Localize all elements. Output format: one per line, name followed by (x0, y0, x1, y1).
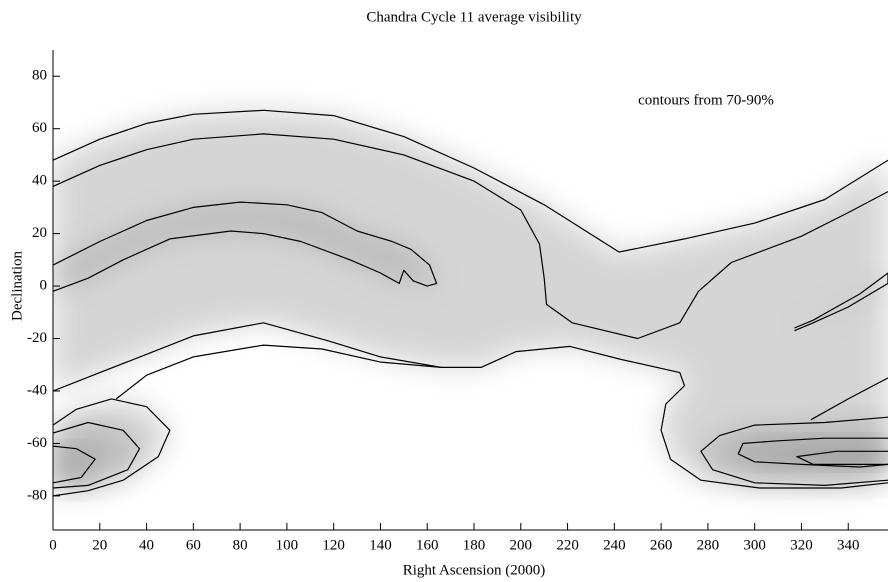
x-tick-label: 20 (92, 537, 107, 553)
contour-line (810, 377, 888, 421)
x-tick-label: 0 (49, 537, 57, 553)
contour-line (737, 437, 888, 468)
x-tick-label: 40 (139, 537, 154, 553)
contour-line (794, 272, 888, 332)
contour-layer (53, 109, 888, 497)
annotation: contours from 70-90% (638, 92, 774, 108)
y-tick-label: -40 (27, 382, 47, 398)
x-tick-label: 120 (322, 537, 345, 553)
contour-line (53, 109, 888, 253)
contour-shading (53, 202, 437, 292)
contour-line (53, 133, 888, 340)
y-tick-label: -80 (27, 487, 47, 503)
contour-shading (794, 273, 888, 331)
x-tick-label: 260 (650, 537, 673, 553)
contour-line (700, 416, 888, 486)
contour-shading (796, 451, 888, 465)
contour-line (53, 421, 141, 489)
y-axis-label: Declination (9, 251, 25, 321)
x-tick-label: 180 (463, 537, 486, 553)
y-tick-label: 80 (32, 68, 47, 84)
contour-line (53, 322, 888, 489)
x-tick-label: 160 (416, 537, 439, 553)
x-tick-label: 100 (276, 537, 299, 553)
x-tick-label: 220 (556, 537, 579, 553)
contour-line (53, 398, 171, 497)
y-tick-label: 40 (32, 173, 47, 189)
contour-line (115, 344, 442, 400)
x-tick-label: 300 (743, 537, 766, 553)
x-tick-label: 60 (186, 537, 201, 553)
y-tick-label: -20 (27, 330, 47, 346)
y-tick-label: 60 (32, 120, 47, 136)
contour-shading (53, 446, 96, 483)
x-tick-label: 280 (697, 537, 720, 553)
contour-line (796, 450, 888, 465)
contour-line (53, 445, 96, 484)
x-tick-label: 80 (233, 537, 248, 553)
x-tick-label: 320 (790, 537, 813, 553)
y-tick-label: 0 (40, 278, 48, 294)
x-tick-label: 240 (603, 537, 626, 553)
shading-layer (53, 110, 888, 496)
contour-line (53, 201, 438, 292)
chart-title: Chandra Cycle 11 average visibility (366, 9, 582, 25)
y-tick-label: 20 (32, 225, 47, 241)
x-axis-label: Right Ascension (2000) (403, 562, 546, 578)
y-tick-label: -60 (27, 435, 47, 451)
x-tick-label: 340 (837, 537, 860, 553)
x-tick-label: 140 (369, 537, 392, 553)
x-tick-label: 200 (510, 537, 533, 553)
